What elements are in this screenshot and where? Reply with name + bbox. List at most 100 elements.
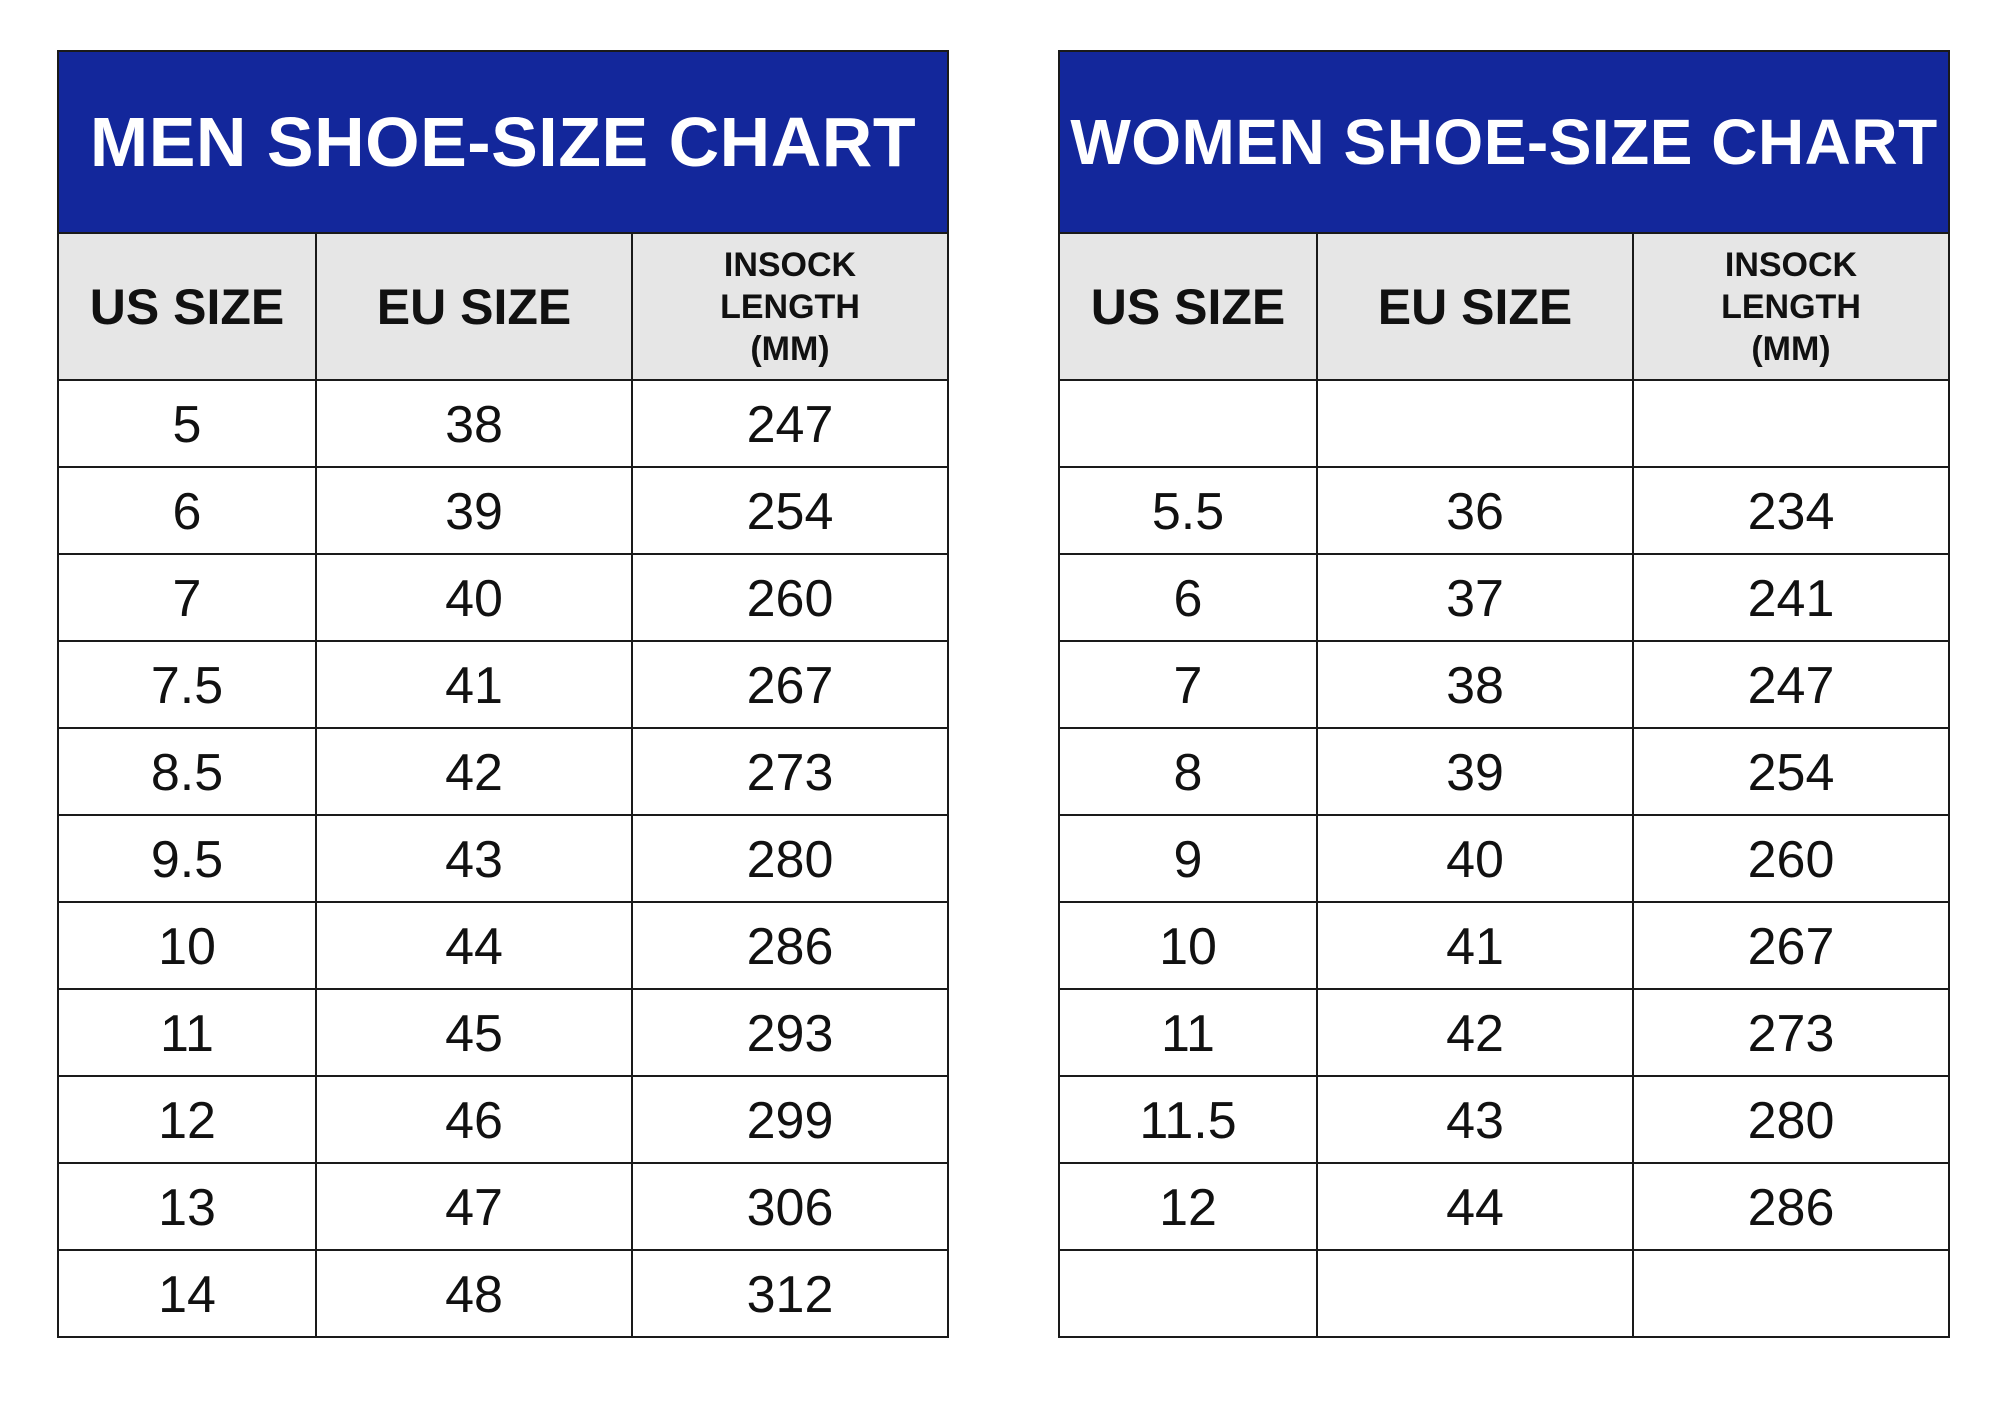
men-header-insock-line-2: LENGTH [720, 287, 860, 326]
women-cell-insock-length: 260 [1747, 830, 1835, 889]
women-table-row [1060, 379, 1948, 466]
women-cell-us-size: 5.5 [1060, 468, 1318, 553]
women-table-row: 9 40 260 [1060, 814, 1948, 901]
men-cell-us-size: 11 [59, 990, 317, 1075]
women-table-row: 11.5 43 280 [1060, 1075, 1948, 1162]
women-cell-us-size: 10 [1060, 903, 1318, 988]
men-cell-eu-size: 42 [317, 729, 633, 814]
men-cell-us-size: 14 [59, 1251, 317, 1336]
men-cell-eu-size: 48 [317, 1251, 633, 1336]
women-header-eu-size: EU SIZE [1318, 234, 1634, 379]
women-cell-eu-size: 43 [1318, 1077, 1634, 1162]
men-table-row: 9.5 43 280 [59, 814, 947, 901]
men-shoe-size-chart: MEN SHOE-SIZE CHART US SIZE EU SIZE INSO… [57, 50, 949, 1338]
men-table-row: 8.5 42 273 [59, 727, 947, 814]
women-cell-eu-size: 42 [1318, 990, 1634, 1075]
women-chart-title: WOMEN SHOE-SIZE CHART [1060, 52, 1948, 232]
men-table-row: 13 47 306 [59, 1162, 947, 1249]
men-cell-insock-length: 267 [746, 656, 834, 715]
women-cell-insock-length: 234 [1747, 482, 1835, 541]
women-table-row: 6 37 241 [1060, 553, 1948, 640]
women-shoe-size-chart: WOMEN SHOE-SIZE CHART US SIZE EU SIZE IN… [1058, 50, 1950, 1338]
women-cell-eu-size: 40 [1318, 816, 1634, 901]
men-chart-title: MEN SHOE-SIZE CHART [59, 52, 947, 232]
men-header-insock-line-1: INSOCK [723, 245, 857, 284]
women-cell-insock-length: 241 [1747, 569, 1835, 628]
women-cell-insock-length: 280 [1747, 1091, 1835, 1150]
women-table-row: 10 41 267 [1060, 901, 1948, 988]
men-cell-eu-size: 41 [317, 642, 633, 727]
men-cell-eu-size: 47 [317, 1164, 633, 1249]
men-cell-us-size: 12 [59, 1077, 317, 1162]
women-header-insock-line-2: LENGTH [1721, 287, 1861, 326]
women-cell-eu-size: 39 [1318, 729, 1634, 814]
men-table-row: 7.5 41 267 [59, 640, 947, 727]
women-cell-eu-size: 38 [1318, 642, 1634, 727]
men-header-insock-line-3: (MM) [750, 329, 830, 368]
men-cell-us-size: 8.5 [59, 729, 317, 814]
men-cell-us-size: 9.5 [59, 816, 317, 901]
women-cell-insock-length: 267 [1747, 917, 1835, 976]
men-table-row: 14 48 312 [59, 1249, 947, 1336]
women-cell-eu-size: 41 [1318, 903, 1634, 988]
men-table-row: 11 45 293 [59, 988, 947, 1075]
women-cell-eu-size [1318, 1251, 1634, 1336]
women-cell-insock-length [1634, 1251, 1948, 1336]
men-cell-eu-size: 40 [317, 555, 633, 640]
men-cell-insock-length: 299 [746, 1091, 834, 1150]
women-cell-us-size: 11 [1060, 990, 1318, 1075]
men-table-row: 12 46 299 [59, 1075, 947, 1162]
men-cell-eu-size: 44 [317, 903, 633, 988]
men-cell-eu-size: 38 [317, 381, 633, 466]
men-cell-insock-length: 286 [746, 917, 834, 976]
women-cell-eu-size: 44 [1318, 1164, 1634, 1249]
women-cell-eu-size [1318, 381, 1634, 466]
women-table-row [1060, 1249, 1948, 1336]
men-cell-insock-length: 247 [746, 395, 834, 454]
women-cell-eu-size: 37 [1318, 555, 1634, 640]
men-header-us-size: US SIZE [59, 234, 317, 379]
men-cell-eu-size: 39 [317, 468, 633, 553]
men-table-row: 6 39 254 [59, 466, 947, 553]
women-cell-us-size: 9 [1060, 816, 1318, 901]
men-table-body: 5 38 247 6 39 254 7 40 260 7.5 41 267 8.5 42 273 9.5 43 2… [59, 379, 947, 1336]
women-table-row: 8 39 254 [1060, 727, 1948, 814]
women-cell-eu-size: 36 [1318, 468, 1634, 553]
women-table-row: 11 42 273 [1060, 988, 1948, 1075]
women-cell-us-size: 8 [1060, 729, 1318, 814]
men-cell-eu-size: 46 [317, 1077, 633, 1162]
women-header-insock-line-1: INSOCK [1724, 245, 1858, 284]
women-cell-insock-length [1634, 381, 1948, 466]
men-cell-insock-length: 273 [746, 743, 834, 802]
men-table-row: 5 38 247 [59, 379, 947, 466]
women-header-insock-line-3: (MM) [1751, 329, 1831, 368]
men-cell-insock-length: 293 [746, 1004, 834, 1063]
men-cell-insock-length: 260 [746, 569, 834, 628]
men-cell-us-size: 7.5 [59, 642, 317, 727]
men-table-row: 10 44 286 [59, 901, 947, 988]
women-table-body: 5.5 36 234 6 37 241 7 38 247 8 39 254 9 40 260 10 41 267 1… [1060, 379, 1948, 1336]
women-header-us-size: US SIZE [1060, 234, 1318, 379]
men-header-row: US SIZE EU SIZE INSOCK LENGTH (MM) [59, 232, 947, 379]
men-cell-eu-size: 45 [317, 990, 633, 1075]
women-table-row: 12 44 286 [1060, 1162, 1948, 1249]
women-header-row: US SIZE EU SIZE INSOCK LENGTH (MM) [1060, 232, 1948, 379]
men-cell-us-size: 7 [59, 555, 317, 640]
women-table-row: 5.5 36 234 [1060, 466, 1948, 553]
men-header-insock-length: INSOCK LENGTH (MM) [633, 234, 947, 379]
men-cell-us-size: 6 [59, 468, 317, 553]
men-cell-insock-length: 280 [746, 830, 834, 889]
men-cell-us-size: 13 [59, 1164, 317, 1249]
men-cell-us-size: 10 [59, 903, 317, 988]
women-cell-us-size: 7 [1060, 642, 1318, 727]
women-cell-us-size: 6 [1060, 555, 1318, 640]
women-cell-us-size: 11.5 [1060, 1077, 1318, 1162]
women-cell-insock-length: 247 [1747, 656, 1835, 715]
men-cell-insock-length: 254 [746, 482, 834, 541]
men-cell-eu-size: 43 [317, 816, 633, 901]
women-header-insock-length: INSOCK LENGTH (MM) [1634, 234, 1948, 379]
women-cell-insock-length: 273 [1747, 1004, 1835, 1063]
women-cell-insock-length: 286 [1747, 1178, 1835, 1237]
men-header-eu-size: EU SIZE [317, 234, 633, 379]
men-cell-insock-length: 312 [746, 1265, 834, 1324]
